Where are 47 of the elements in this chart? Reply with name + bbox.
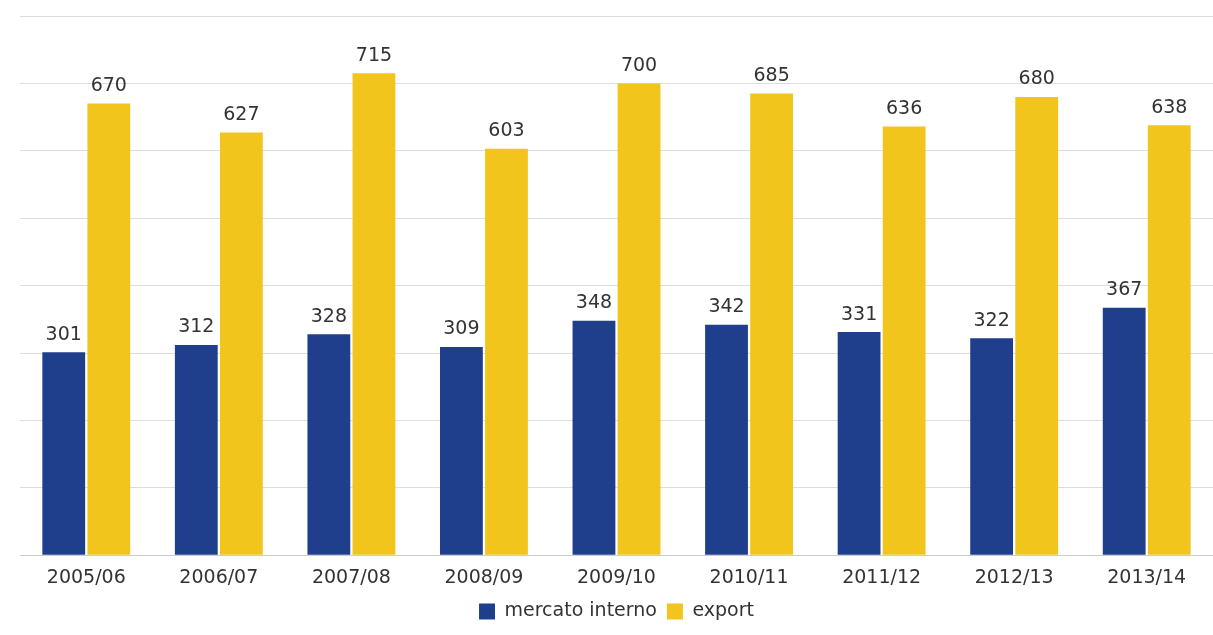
bar	[307, 334, 351, 555]
bar	[750, 93, 793, 555]
bar	[882, 126, 926, 555]
bar	[352, 73, 396, 555]
bar	[87, 103, 131, 555]
x-tick-label: 2011/12	[842, 564, 922, 587]
data-label: 328	[310, 303, 347, 326]
data-label: 342	[708, 294, 745, 317]
bar	[705, 324, 748, 555]
data-label: 680	[1018, 66, 1055, 89]
legend-label: export	[692, 598, 754, 621]
data-label: 331	[840, 301, 878, 324]
x-tick-label: 2005/06	[46, 564, 126, 587]
bar	[617, 83, 661, 555]
data-label: 312	[178, 314, 215, 337]
x-tick-label: 2013/14	[1107, 564, 1187, 587]
legend-label: mercato interno	[504, 598, 657, 621]
data-label: 627	[223, 102, 260, 125]
bar	[440, 346, 483, 555]
data-label: 636	[886, 95, 923, 118]
bar	[174, 344, 218, 555]
bar	[42, 352, 86, 555]
bar	[485, 148, 528, 555]
x-tick-label: 2008/09	[444, 564, 524, 587]
data-label: 348	[575, 290, 613, 313]
x-tick-label: 2012/13	[974, 564, 1054, 587]
bar	[219, 132, 263, 555]
data-label: 603	[488, 118, 525, 141]
data-label: 670	[90, 73, 127, 96]
x-tick-label: 2009/10	[577, 564, 656, 587]
data-label: 309	[443, 316, 480, 339]
data-label: 322	[973, 307, 1010, 330]
bar	[837, 332, 881, 555]
data-label: 715	[355, 42, 393, 65]
data-label: 301	[45, 321, 82, 344]
data-label: 367	[1106, 277, 1143, 300]
x-tick-label: 2007/08	[311, 564, 391, 587]
bar	[572, 320, 616, 555]
data-label: 700	[620, 52, 658, 75]
bar	[970, 338, 1014, 555]
data-label: 638	[1151, 94, 1188, 117]
data-label: 685	[753, 62, 790, 85]
bar	[1102, 307, 1146, 555]
bar	[1147, 125, 1191, 555]
bar	[1015, 96, 1059, 555]
x-tick-label: 2010/11	[709, 564, 789, 587]
x-tick-label: 2006/07	[179, 564, 259, 587]
